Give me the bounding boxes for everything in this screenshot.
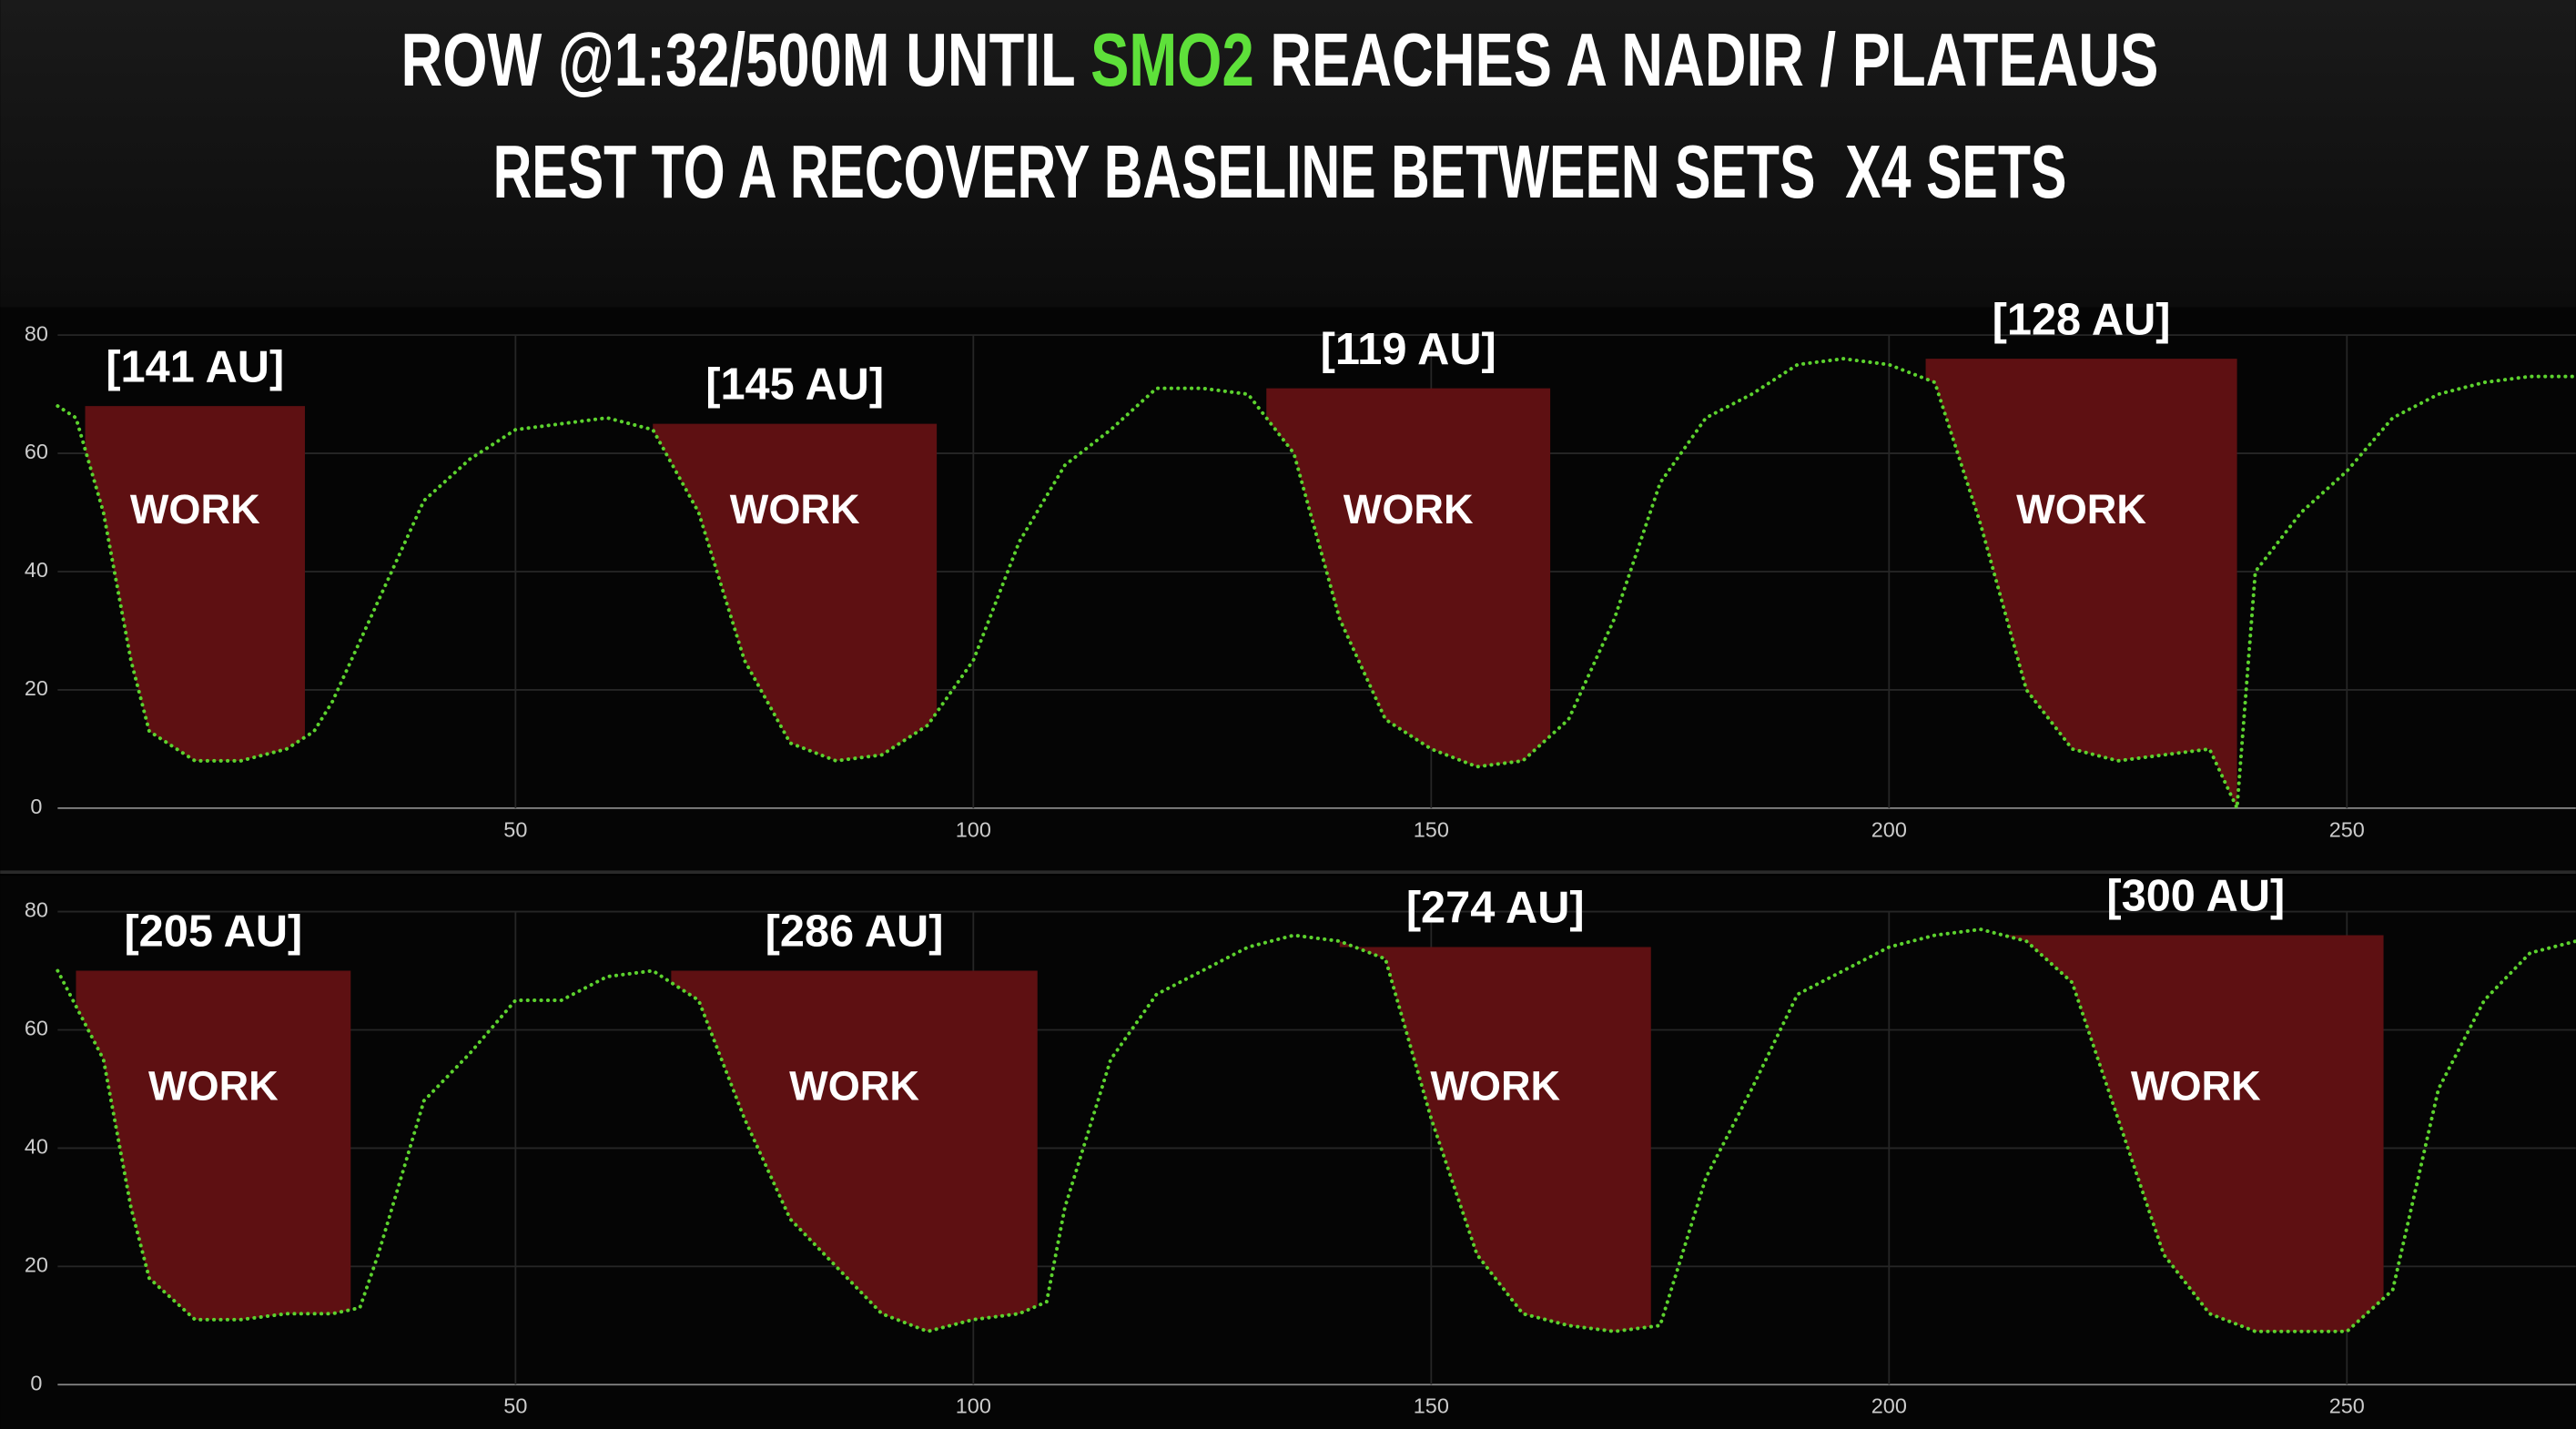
work-label: WORK <box>1430 1062 1560 1109</box>
header-bg <box>0 0 2576 308</box>
work-label: WORK <box>130 486 260 532</box>
y-tick-label: 40 <box>25 1135 48 1159</box>
work-label: WORK <box>148 1062 279 1109</box>
y-tick-label: 0 <box>30 1371 42 1394</box>
title-line-2: REST TO A RECOVERY BASELINE BETWEEN SETS… <box>493 129 2067 214</box>
x-tick-label: 50 <box>503 817 527 841</box>
work-zone <box>1339 941 1651 1332</box>
work-zone <box>76 970 351 1320</box>
work-zone <box>671 970 1038 1332</box>
title-line-1: ROW @1:32/500M UNTIL SMO2 REACHES A NADI… <box>401 17 2159 102</box>
work-zone <box>653 423 938 761</box>
x-tick-label: 100 <box>956 1394 991 1418</box>
au-label: [300 AU] <box>2106 872 2285 921</box>
title-part: ROW @1:32/500M UNTIL <box>401 17 1091 102</box>
au-label: [145 AU] <box>705 360 884 410</box>
x-tick-label: 200 <box>1871 1394 1907 1418</box>
y-tick-label: 20 <box>25 676 48 700</box>
work-zone <box>85 406 305 761</box>
work-label: WORK <box>2016 486 2146 532</box>
y-tick-label: 80 <box>25 321 48 345</box>
x-tick-label: 150 <box>1414 1394 1449 1418</box>
au-label: [205 AU] <box>124 907 302 957</box>
work-label: WORK <box>2131 1062 2261 1109</box>
title-part: REACHES A NADIR / PLATEAUS <box>1254 17 2159 102</box>
work-zone <box>2008 935 2384 1332</box>
au-label: [286 AU] <box>766 907 944 957</box>
title-highlight: SMO2 <box>1090 17 1254 102</box>
y-tick-label: 20 <box>25 1253 48 1277</box>
au-label: [119 AU] <box>1321 325 1496 374</box>
data-line <box>56 357 2576 816</box>
y-tick-label: 80 <box>25 898 48 922</box>
work-label: WORK <box>730 486 860 532</box>
au-label: [128 AU] <box>1993 295 2171 344</box>
work-label: WORK <box>1344 486 1474 532</box>
x-tick-label: 100 <box>956 817 991 841</box>
x-tick-label: 200 <box>1871 817 1907 841</box>
work-zone <box>1266 388 1551 767</box>
data-line <box>56 927 2576 1333</box>
y-tick-label: 60 <box>25 440 48 463</box>
au-label: [274 AU] <box>1406 884 1585 933</box>
x-tick-label: 50 <box>503 1394 527 1418</box>
au-label: [141 AU] <box>106 342 284 391</box>
work-zone <box>1925 359 2237 808</box>
y-tick-label: 0 <box>30 795 42 818</box>
y-tick-label: 40 <box>25 558 48 582</box>
work-label: WORK <box>789 1062 919 1109</box>
x-tick-label: 250 <box>2329 1394 2365 1418</box>
y-tick-label: 60 <box>25 1017 48 1040</box>
x-tick-label: 150 <box>1414 817 1449 841</box>
x-tick-label: 250 <box>2329 817 2365 841</box>
